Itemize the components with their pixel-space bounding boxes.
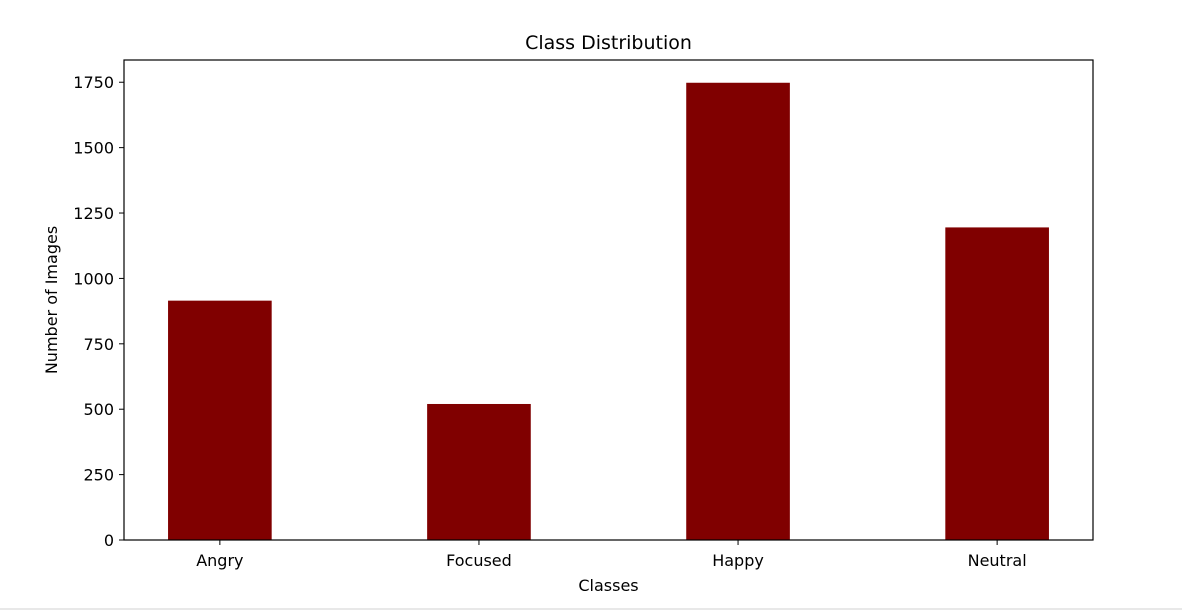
bar-happy (686, 82, 790, 540)
y-tick-label: 250 (83, 466, 114, 485)
x-tick-label: Focused (446, 551, 512, 570)
y-axis-ticks: 0 250 500 750 1000 1250 1500 1750 (73, 73, 124, 550)
y-tick-label: 1750 (73, 73, 114, 92)
y-tick-label: 1000 (73, 269, 114, 288)
bar-angry (168, 300, 272, 540)
x-axis-ticks: Angry Focused Happy Neutral (196, 540, 1027, 570)
bars-group (168, 82, 1049, 540)
x-axis-label: Classes (578, 576, 638, 595)
y-tick-label: 1500 (73, 139, 114, 158)
chart-title: Class Distribution (525, 32, 692, 54)
y-axis-label: Number of Images (42, 226, 61, 374)
bar-neutral (945, 227, 1049, 540)
y-tick-label: 750 (83, 335, 114, 354)
x-tick-label: Neutral (968, 551, 1027, 570)
y-tick-label: 1250 (73, 204, 114, 223)
y-tick-label: 0 (104, 531, 114, 550)
bar-focused (427, 403, 531, 540)
x-tick-label: Happy (712, 551, 764, 570)
plot-frame (123, 59, 1094, 541)
y-tick-label: 500 (83, 400, 114, 419)
bottom-divider (0, 608, 1182, 610)
x-tick-label: Angry (196, 551, 243, 570)
